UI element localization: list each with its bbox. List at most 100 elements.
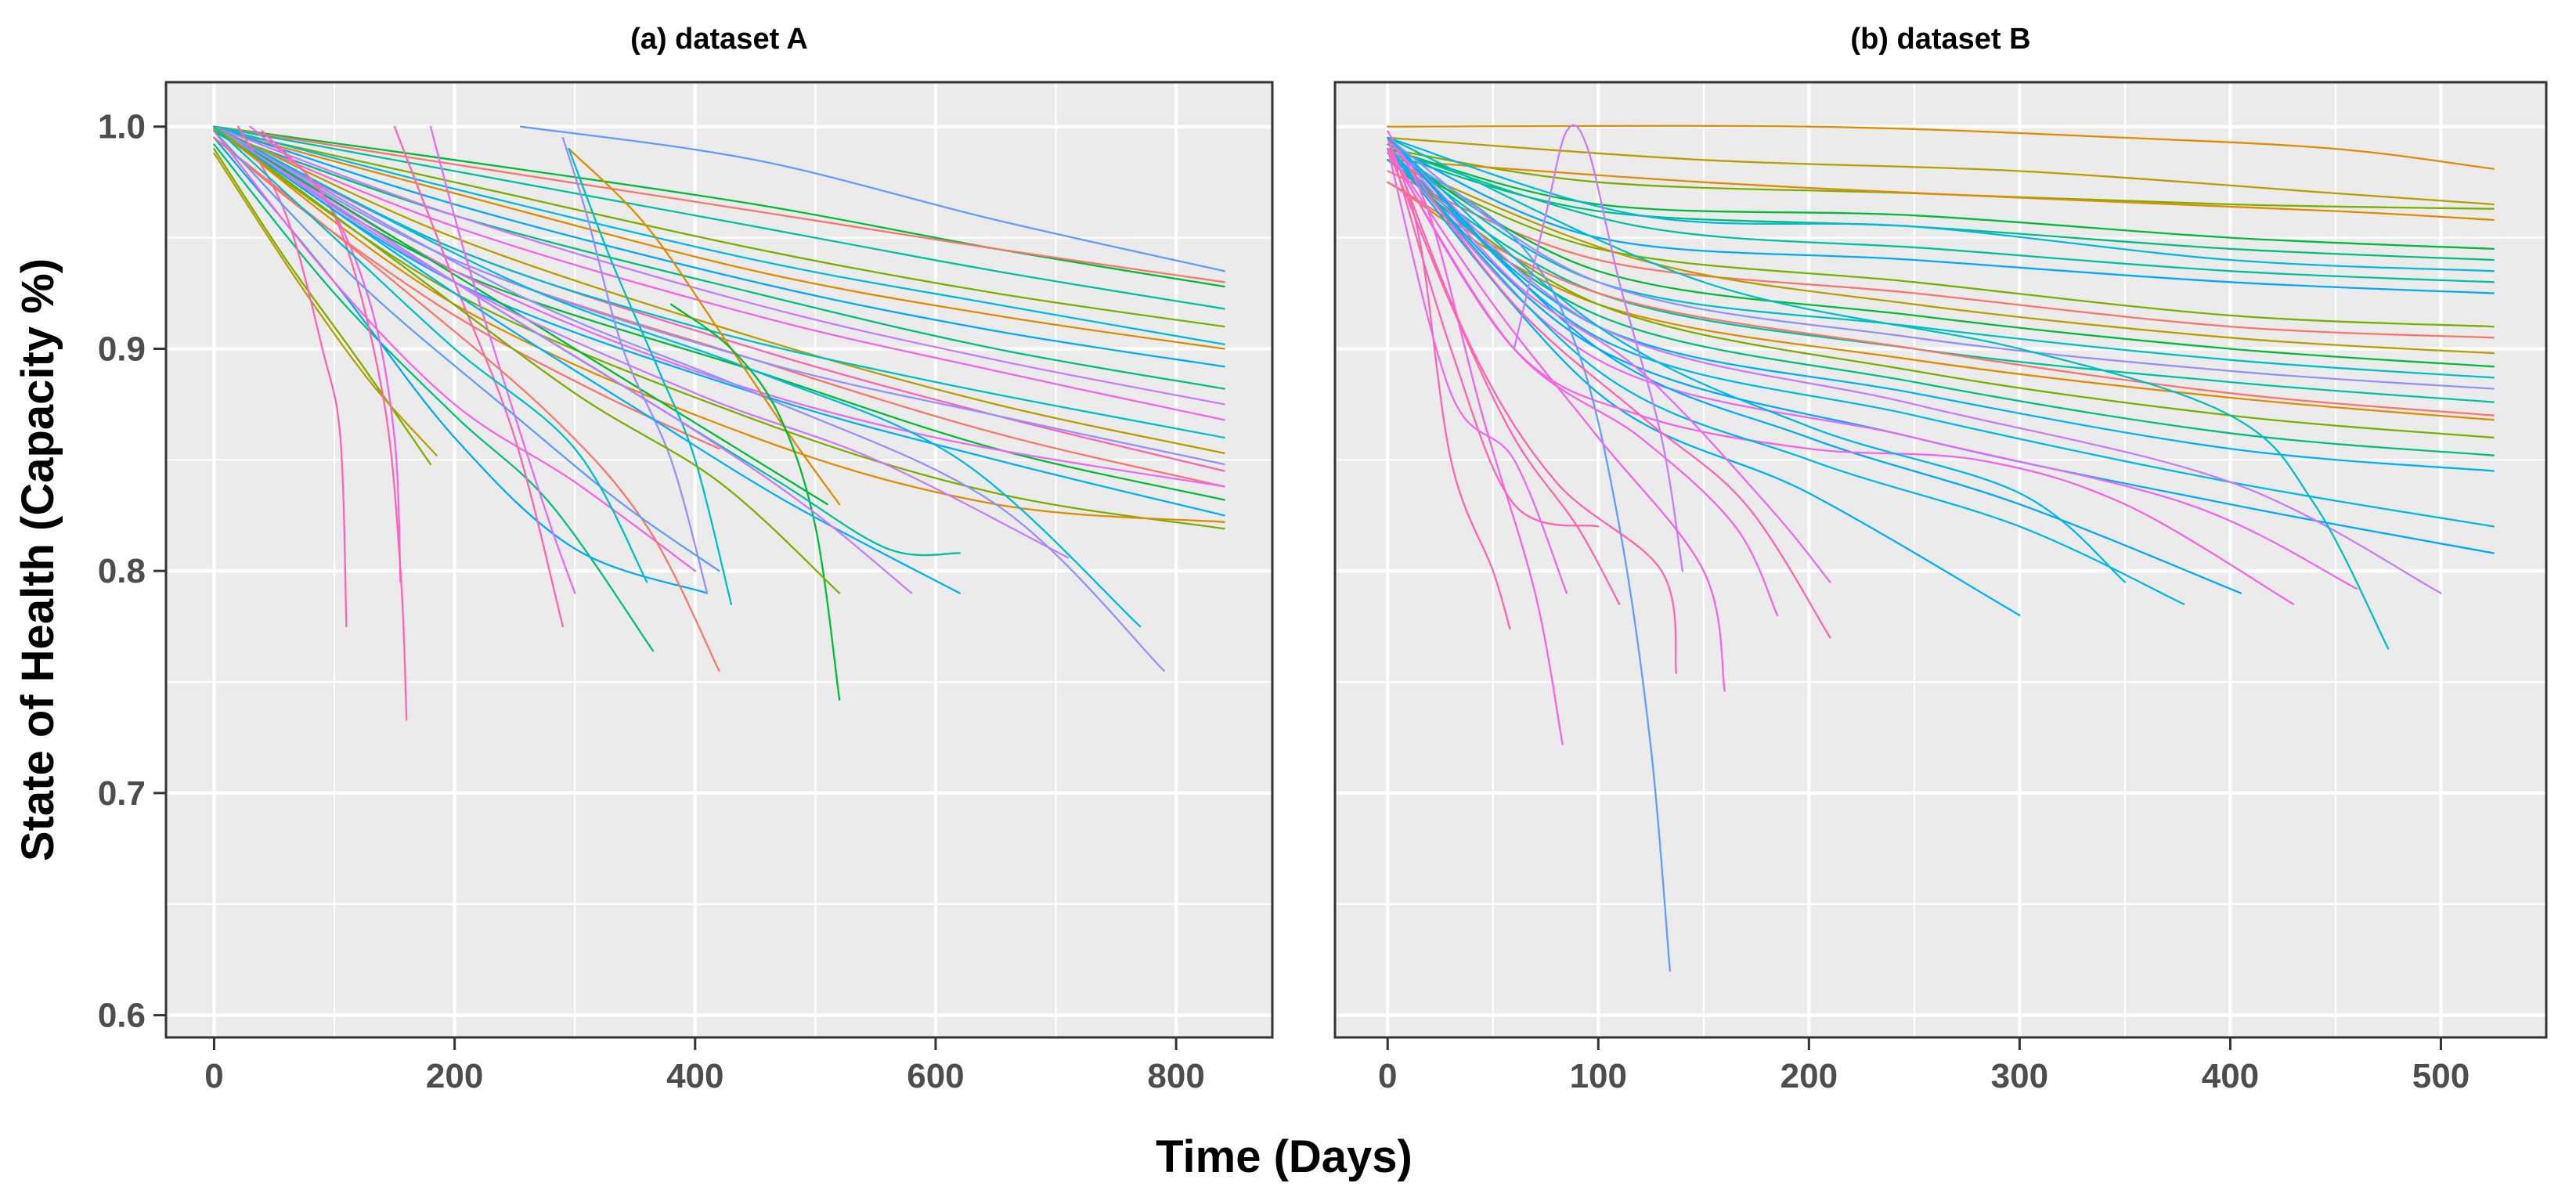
series-line-27 (1387, 136, 2242, 594)
panel-border (164, 81, 1274, 1039)
series-line-18 (213, 125, 1225, 523)
series-line-38 (561, 136, 709, 594)
series-line-2 (1387, 136, 2495, 206)
x-tick-label: 300 (1991, 1057, 2048, 1095)
x-tick-label: 100 (1570, 1057, 1627, 1095)
series-line-29 (213, 152, 438, 456)
series-line-10 (213, 125, 1225, 406)
series-line-26 (1387, 136, 2390, 650)
series-line-46 (213, 130, 720, 572)
series-group (1387, 124, 2495, 972)
series-line-20 (213, 125, 1225, 466)
series-line-28 (213, 147, 432, 466)
y-axis-title: State of Health (Capacity %) (13, 258, 63, 861)
series-line-1 (1387, 124, 2495, 170)
series-line-10 (1387, 159, 2495, 328)
x-tick-label: 500 (2412, 1057, 2470, 1095)
series-line-37 (1387, 136, 1678, 674)
shared-y-axis: 0.6 0.7 0.8 0.9 1.0 (98, 108, 166, 1035)
series-line-47 (213, 125, 648, 583)
series-line-15 (1387, 136, 2495, 390)
panel-b: 0 100 200 300 400 500 (b) dataset B (1333, 23, 2548, 1095)
series-line-38 (1387, 147, 1726, 692)
panel-border (1333, 81, 2548, 1039)
series-line-12 (1387, 159, 2495, 355)
series-line-9 (213, 130, 1225, 390)
y-tick-label: 1.0 (98, 108, 146, 146)
series-line-39 (1387, 136, 1831, 639)
series-line-6 (213, 125, 1225, 345)
x-tick-label: 200 (426, 1057, 483, 1095)
series-line-24 (1387, 136, 2442, 594)
x-tick-label: 400 (666, 1057, 723, 1095)
series-line-37 (568, 147, 841, 506)
x-tick-label: 800 (1147, 1057, 1204, 1095)
series-line-35 (429, 125, 576, 594)
series-line-26 (213, 125, 1165, 673)
series-line-8 (213, 125, 1225, 368)
series-line-25 (1387, 147, 2358, 590)
series-line-5 (1387, 147, 2495, 250)
plot-background (1335, 82, 2546, 1037)
series-line-40 (669, 303, 841, 701)
series-line-42 (1387, 147, 1621, 605)
series-line-28 (1387, 147, 2021, 617)
series-line-4 (213, 125, 1225, 310)
series-line-18 (1387, 159, 2495, 439)
series-line-25 (213, 125, 1142, 628)
series-line-12 (213, 125, 1225, 454)
series-line-16 (213, 125, 1225, 517)
y-tick-label: 0.9 (98, 330, 146, 368)
series-line-5 (213, 128, 1225, 328)
series-line-32 (237, 125, 348, 628)
series-group (213, 125, 1225, 721)
series-line-39 (568, 147, 733, 605)
series-line-33 (1387, 136, 1511, 630)
x-tick-label: 400 (2202, 1057, 2259, 1095)
series-line-4 (1387, 159, 2495, 222)
series-line-36 (393, 125, 564, 628)
series-line-3 (213, 125, 1225, 283)
series-line-41 (213, 136, 720, 673)
series-line-14 (1387, 147, 2495, 379)
x-tick-label: 0 (1378, 1057, 1397, 1095)
series-line-34 (261, 130, 408, 721)
series-line-30 (1387, 147, 2185, 605)
series-line-20 (1387, 147, 2495, 472)
series-line-13 (1387, 147, 2495, 368)
series-line-31 (1387, 147, 1671, 972)
series-line-11 (213, 128, 1225, 421)
series-line-7 (1387, 136, 2495, 272)
series-line-24 (213, 125, 1070, 559)
series-line-1 (519, 125, 1225, 272)
panel-a: 0 200 400 600 800 (a) dataset A (164, 23, 1274, 1095)
series-line-2 (213, 125, 1225, 288)
y-tick-label: 0.6 (98, 997, 146, 1035)
series-line-44 (213, 125, 913, 594)
y-tick-label: 0.7 (98, 774, 146, 813)
plot-background (166, 82, 1272, 1037)
series-line-9 (1387, 143, 2495, 294)
series-line-34 (1387, 130, 1564, 745)
series-line-36 (1387, 147, 1568, 594)
series-line-8 (1387, 147, 2495, 283)
series-line-22 (213, 136, 720, 450)
x-axis-title: Time (Days) (1156, 1131, 1412, 1182)
x-tick-label: 600 (907, 1057, 964, 1095)
series-line-11 (1387, 170, 2495, 339)
series-line-43 (1387, 136, 2127, 583)
series-line-40 (1387, 136, 1831, 583)
y-tick-label: 0.8 (98, 552, 146, 590)
series-line-43 (213, 125, 961, 594)
series-line-45 (213, 125, 841, 594)
series-line-19 (1387, 159, 2495, 456)
series-line-41 (1387, 147, 1779, 617)
x-tick-label: 0 (204, 1057, 223, 1095)
series-line-7 (213, 128, 1225, 350)
x-tick-label: 200 (1780, 1057, 1838, 1095)
series-line-32 (1513, 124, 1684, 572)
panel-title: (a) dataset A (630, 23, 808, 56)
series-line-35 (1387, 136, 1600, 528)
panel-title: (b) dataset B (1850, 23, 2030, 56)
